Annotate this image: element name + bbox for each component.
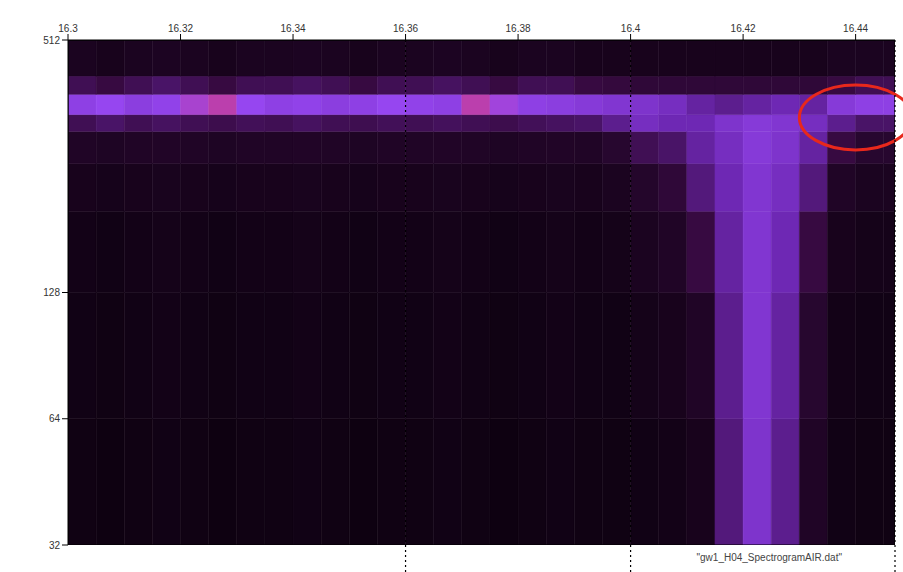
svg-text:32: 32 xyxy=(49,540,61,551)
svg-text:16.32: 16.32 xyxy=(168,23,193,34)
svg-text:64: 64 xyxy=(49,413,61,424)
svg-text:512: 512 xyxy=(43,35,60,46)
svg-text:16.34: 16.34 xyxy=(281,23,306,34)
svg-text:128: 128 xyxy=(43,287,60,298)
svg-text:16.36: 16.36 xyxy=(393,23,418,34)
svg-text:16.4: 16.4 xyxy=(621,23,641,34)
html-text:"gw1_H04_SpectrogramAIR.dat": "gw1_H04_SpectrogramAIR.dat" xyxy=(696,552,842,563)
svg-text:16.44: 16.44 xyxy=(843,23,868,34)
svg-text:16.38: 16.38 xyxy=(506,23,531,34)
svg-text:16.3: 16.3 xyxy=(58,23,78,34)
svg-text:16.42: 16.42 xyxy=(731,23,756,34)
